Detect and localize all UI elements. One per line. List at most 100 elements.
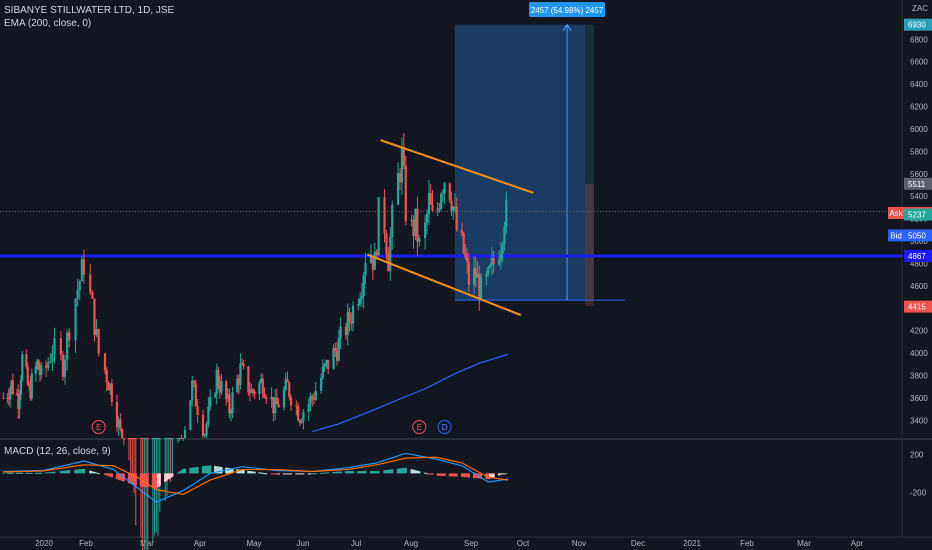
macd-histogram-bar	[38, 472, 42, 474]
macd-legend: MACD (12, 26, close, 9)	[4, 446, 111, 457]
macd-histogram-bar	[176, 472, 179, 474]
macd-histogram-bar	[479, 473, 483, 479]
candle-body	[410, 219, 413, 221]
candle-body	[7, 397, 10, 400]
candle-body	[97, 328, 100, 354]
candle-body	[95, 328, 98, 336]
candle-body	[335, 350, 339, 361]
candle-body	[110, 383, 113, 402]
macd-histogram-bar	[19, 472, 23, 474]
macd-histogram-bar	[40, 472, 43, 474]
candle-body	[215, 369, 218, 394]
macd-histogram-bar	[359, 471, 362, 474]
price-tick-label: 5800	[910, 147, 928, 156]
macd-histogram-bar	[143, 473, 146, 487]
candle-body	[131, 438, 134, 439]
candle-body	[53, 338, 56, 354]
price-tag-prefix-label: Ask	[889, 209, 903, 218]
candle-body	[302, 412, 305, 422]
macd-histogram-bar	[164, 473, 167, 482]
price-tick-label: 4800	[910, 259, 928, 268]
candle-body	[40, 365, 43, 376]
macd-histogram-bar	[288, 473, 291, 475]
candle-body	[357, 303, 360, 306]
candle-body	[93, 298, 96, 336]
macd-histogram-bar	[194, 467, 197, 474]
price-tick-label: 4600	[910, 282, 928, 291]
candle-body	[237, 378, 240, 385]
candle-body	[107, 382, 110, 391]
ema-legend: EMA (200, close, 0)	[4, 18, 92, 29]
candle-body	[34, 366, 37, 374]
price-tick-label: 6000	[910, 125, 928, 134]
macd-tick-label: 200	[910, 450, 924, 459]
macd-histogram-bar	[129, 473, 132, 484]
macd-histogram-bar	[17, 472, 20, 474]
candle-body	[311, 396, 314, 399]
macd-histogram-bar	[286, 473, 289, 475]
candle-body	[323, 364, 326, 367]
candle-body	[240, 363, 244, 365]
candle-body	[466, 257, 469, 262]
macd-histogram-bar	[387, 469, 390, 474]
candle-body	[298, 420, 301, 424]
price-tag	[904, 229, 932, 242]
candle-body	[146, 438, 149, 439]
macd-histogram-bar	[242, 470, 245, 474]
candle-body	[412, 219, 415, 236]
macd-histogram-bar	[76, 469, 79, 474]
candle-body	[284, 378, 287, 390]
candle-body	[307, 403, 310, 413]
macd-histogram-bar	[26, 472, 29, 474]
macd-histogram-bar	[441, 473, 444, 476]
macd-histogram-bar	[134, 473, 137, 486]
candle-body	[424, 222, 427, 238]
price-tick-label: 3800	[910, 372, 928, 381]
candle-body	[272, 397, 275, 414]
candle-body	[297, 406, 300, 421]
candle-body	[144, 438, 148, 439]
macd-histogram-bar	[220, 466, 223, 474]
candle-body	[59, 338, 62, 355]
candle-body	[362, 275, 365, 296]
macd-histogram-bar	[171, 473, 174, 477]
candle-body	[487, 267, 490, 275]
macd-histogram-bar	[189, 467, 192, 474]
event-marker-e	[91, 420, 106, 434]
macd-histogram-bar	[205, 465, 208, 474]
candle-body	[295, 405, 298, 407]
candle-body	[270, 397, 273, 400]
candle-body	[74, 298, 77, 341]
candle-body	[312, 398, 316, 400]
candle-body	[375, 251, 378, 256]
macd-histogram-bar	[453, 473, 457, 477]
candle-body	[171, 438, 174, 439]
candle-body	[398, 173, 402, 183]
candle-body	[440, 194, 443, 209]
candle-body	[373, 251, 376, 270]
macd-histogram-bar	[274, 473, 277, 475]
macd-histogram-bar	[49, 472, 52, 474]
candle-body	[319, 378, 323, 391]
macd-histogram-bar	[450, 473, 453, 477]
candle-body	[119, 419, 122, 430]
macd-histogram-bar	[253, 471, 256, 474]
macd-histogram-bar	[412, 469, 415, 474]
price-tick-label: 6200	[910, 103, 928, 112]
macd-histogram-bar	[191, 467, 194, 474]
candle-body	[416, 208, 419, 242]
candle-body	[414, 208, 417, 236]
candle-body	[455, 206, 458, 230]
macd-histogram-bar	[105, 473, 108, 476]
candle-body	[196, 406, 199, 415]
event-marker-d	[437, 420, 452, 434]
candle-body	[182, 438, 185, 439]
macd-histogram-bar	[396, 468, 400, 474]
macd-histogram-bar	[277, 473, 280, 475]
candle-body	[275, 397, 278, 405]
macd-histogram-bar	[45, 472, 48, 474]
signal-line	[3, 456, 509, 496]
price-tick-label: 5400	[910, 192, 928, 201]
